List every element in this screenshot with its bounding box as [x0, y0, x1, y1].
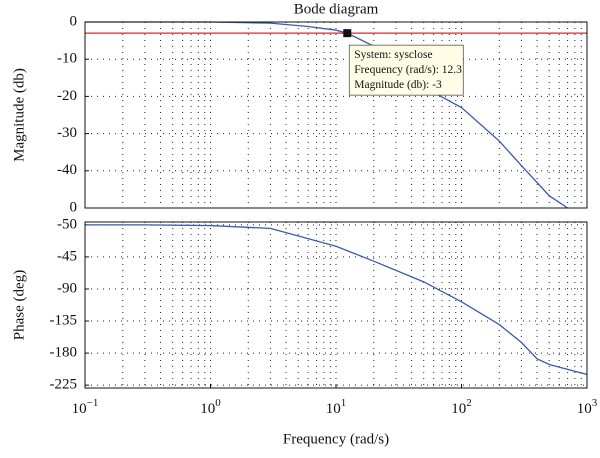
y-axis-label: Phase (deg) [11, 270, 27, 340]
x-tick-exponent: 3 [592, 397, 598, 409]
x-tick-label: 103 [577, 397, 598, 418]
x-tick-base: 10 [451, 401, 466, 417]
y-tick-label: -180 [50, 345, 78, 361]
datatip-text: Magnitude (db): -3 [354, 79, 442, 91]
series-line [85, 21, 568, 209]
y-tick-label: -90 [57, 280, 77, 296]
series-line [85, 224, 588, 376]
x-tick-exponent: 0 [215, 397, 221, 409]
plot-frame [84, 21, 588, 209]
y-tick-label: -10 [57, 51, 77, 67]
chart-title: Bode diagram [294, 1, 379, 17]
datatip-text: Frequency (rad/s): 12.3 [354, 64, 462, 76]
x-tick-label: 102 [451, 397, 472, 418]
plot-frame [84, 221, 588, 389]
y-axis-label: Magnitude (db) [11, 68, 27, 162]
x-tick-exponent: 1 [341, 397, 347, 409]
x-tick-label: 101 [326, 397, 347, 418]
y-tick-label: -135 [50, 312, 78, 328]
x-tick-exponent: 2 [466, 397, 472, 409]
x-tick-base: 10 [200, 401, 215, 417]
datatip-text: System: sysclose [354, 49, 432, 61]
x-axis-label: Frequency (rad/s) [283, 431, 389, 447]
x-tick-base: 10 [577, 401, 592, 417]
y-tick-label: 0 [70, 13, 78, 29]
x-tick-label: 10−1 [72, 397, 99, 418]
y-tick-label: -30 [57, 125, 77, 141]
y-tick-label: -225 [50, 377, 78, 393]
y-tick-label: -45 [57, 248, 77, 264]
y-tick-label: -50 [57, 216, 77, 232]
x-tick-exponent: −1 [87, 397, 99, 409]
x-tick-base: 10 [72, 401, 87, 417]
y-tick-label: 0 [70, 199, 78, 215]
y-tick-label: -20 [57, 88, 77, 104]
y-tick-label: -40 [57, 162, 77, 178]
datatip-box [348, 44, 464, 96]
x-tick-base: 10 [326, 401, 341, 417]
x-tick-label: 100 [200, 397, 221, 418]
data-cursor [343, 29, 352, 38]
